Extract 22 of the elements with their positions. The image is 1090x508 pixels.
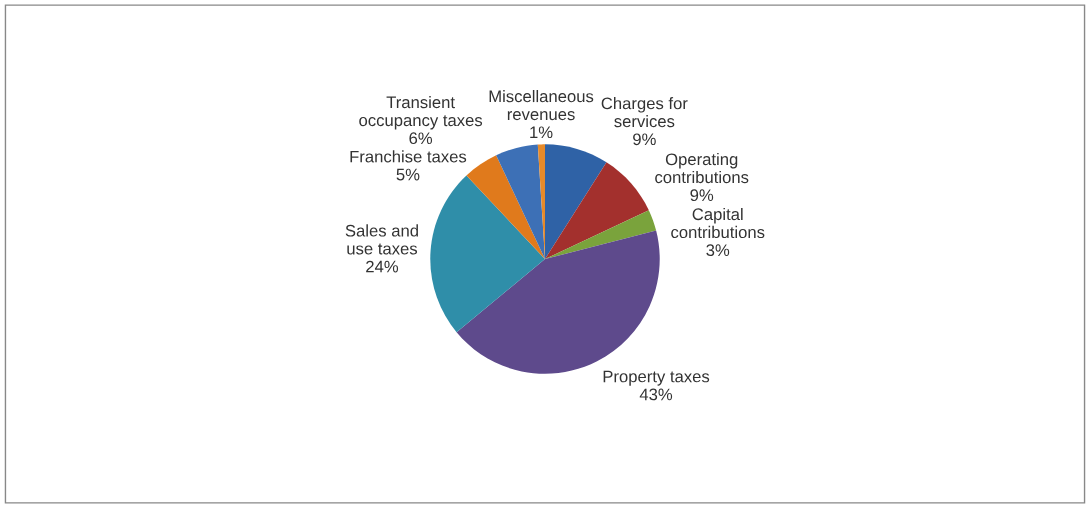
slice-label: Franchise taxes xyxy=(350,150,467,163)
slice-label: Miscellaneous revenues xyxy=(489,90,594,121)
slice-label: Capital contributions xyxy=(671,207,765,239)
pie-slice xyxy=(545,210,657,260)
slice-label: Sales and use taxes xyxy=(345,224,418,255)
pie-slice xyxy=(545,144,607,260)
data-label: 5% xyxy=(396,168,420,181)
pie-slice xyxy=(466,155,545,260)
data-label: 1% xyxy=(530,126,553,139)
data-label: 3% xyxy=(706,244,730,257)
data-label: 24% xyxy=(366,260,399,273)
data-label: 43% xyxy=(639,388,673,401)
slice-label: Transient occupancy taxes xyxy=(359,95,483,130)
data-label: 9% xyxy=(690,189,714,202)
pie-slice xyxy=(545,162,649,260)
slice-label: Charges for services xyxy=(601,97,688,128)
pie-slice xyxy=(496,144,545,260)
data-label: 6% xyxy=(409,132,433,145)
data-label: 9% xyxy=(633,133,656,146)
pie-slice xyxy=(430,175,545,333)
slice-label: Property taxes xyxy=(603,370,710,386)
slice-label: Operating contributions xyxy=(655,152,749,184)
